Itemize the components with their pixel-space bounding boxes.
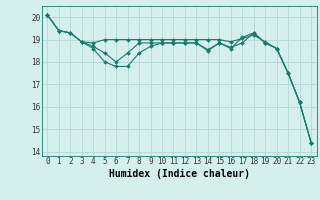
X-axis label: Humidex (Indice chaleur): Humidex (Indice chaleur) <box>109 169 250 179</box>
